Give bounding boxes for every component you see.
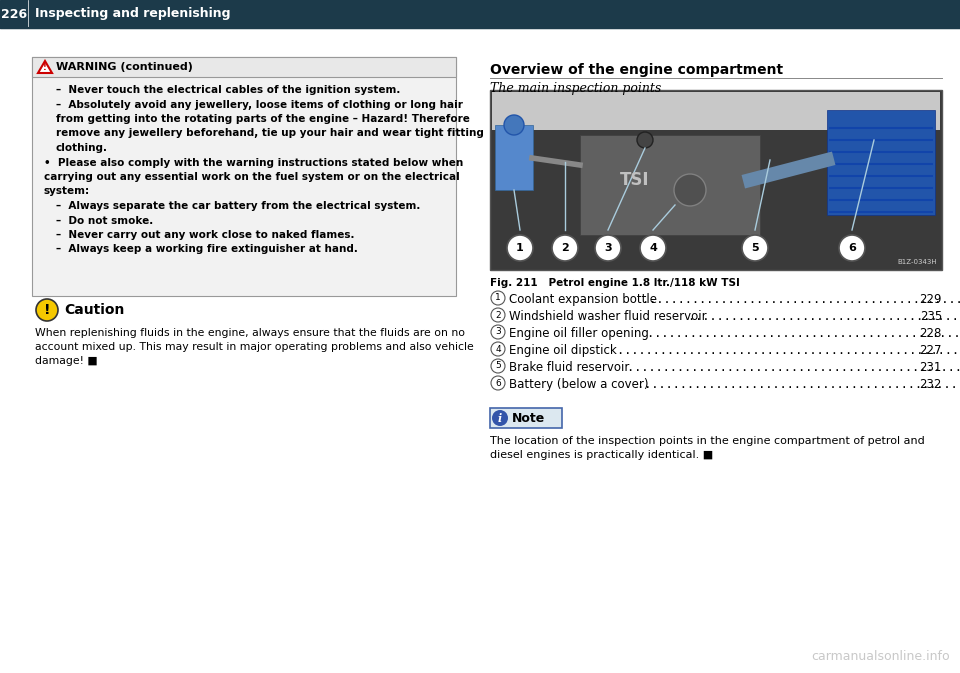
Text: 2: 2 — [562, 243, 569, 253]
Text: Fig. 211   Petrol engine 1.8 ltr./118 kW TSI: Fig. 211 Petrol engine 1.8 ltr./118 kW T… — [490, 278, 740, 288]
Circle shape — [491, 342, 505, 356]
Text: Inspecting and replenishing: Inspecting and replenishing — [35, 7, 230, 20]
Circle shape — [640, 235, 666, 261]
Text: B1Z-0343H: B1Z-0343H — [898, 259, 937, 265]
Text: 231: 231 — [920, 361, 942, 374]
Text: 6: 6 — [848, 243, 856, 253]
Text: ............................................................: ........................................… — [620, 361, 960, 374]
Text: –  Never touch the electrical cables of the ignition system.: – Never touch the electrical cables of t… — [56, 85, 400, 95]
Text: clothing.: clothing. — [56, 143, 108, 153]
Text: When replenishing fluids in the engine, always ensure that the fluids are on no: When replenishing fluids in the engine, … — [35, 328, 465, 338]
Circle shape — [742, 235, 768, 261]
Text: carrying out any essential work on the fuel system or on the electrical: carrying out any essential work on the f… — [44, 172, 460, 182]
Text: Windshield washer fluid reservoir: Windshield washer fluid reservoir — [509, 310, 707, 323]
Text: account mixed up. This may result in major operating problems and also vehicle: account mixed up. This may result in maj… — [35, 342, 473, 352]
Circle shape — [507, 235, 533, 261]
Text: Brake fluid reservoir: Brake fluid reservoir — [509, 361, 630, 374]
Circle shape — [36, 299, 58, 321]
Text: Coolant expansion bottle: Coolant expansion bottle — [509, 293, 657, 306]
Text: Note: Note — [512, 411, 545, 425]
Text: system:: system: — [44, 186, 90, 197]
Text: Engine oil dipstick: Engine oil dipstick — [509, 344, 616, 357]
Text: damage! ■: damage! ■ — [35, 356, 98, 366]
Text: 232: 232 — [920, 378, 942, 391]
Text: 228: 228 — [920, 327, 942, 340]
Text: The main inspection points: The main inspection points — [490, 82, 661, 95]
Polygon shape — [38, 61, 52, 73]
Circle shape — [491, 376, 505, 390]
Text: !: ! — [43, 63, 47, 73]
Text: Battery (below a cover): Battery (below a cover) — [509, 378, 649, 391]
Text: 229: 229 — [920, 293, 942, 306]
FancyBboxPatch shape — [495, 125, 533, 190]
Text: 227: 227 — [920, 344, 942, 357]
FancyBboxPatch shape — [490, 90, 942, 270]
FancyBboxPatch shape — [492, 92, 940, 130]
Text: from getting into the rotating parts of the engine – Hazard! Therefore: from getting into the rotating parts of … — [56, 114, 469, 124]
Text: carmanualsonline.info: carmanualsonline.info — [811, 650, 950, 663]
Text: 5: 5 — [495, 361, 501, 371]
Text: i: i — [498, 413, 502, 423]
Circle shape — [491, 308, 505, 322]
FancyBboxPatch shape — [490, 408, 562, 428]
Circle shape — [491, 291, 505, 305]
FancyBboxPatch shape — [827, 110, 935, 215]
Text: –  Never carry out any work close to naked flames.: – Never carry out any work close to nake… — [56, 230, 354, 240]
Text: Caution: Caution — [64, 303, 125, 317]
Text: 4: 4 — [495, 345, 501, 353]
Text: •  Please also comply with the warning instructions stated below when: • Please also comply with the warning in… — [44, 157, 464, 168]
Text: 6: 6 — [495, 378, 501, 388]
Circle shape — [491, 359, 505, 373]
Bar — [0, 0, 960, 28]
Circle shape — [491, 325, 505, 339]
Text: TSI: TSI — [620, 171, 650, 189]
Circle shape — [595, 235, 621, 261]
Text: !: ! — [44, 303, 50, 317]
Circle shape — [504, 115, 524, 135]
Text: ............................................................: ........................................… — [640, 327, 960, 340]
Circle shape — [492, 410, 508, 426]
Text: 4: 4 — [649, 243, 657, 253]
Text: –  Always separate the car battery from the electrical system.: – Always separate the car battery from t… — [56, 201, 420, 211]
Circle shape — [839, 235, 865, 261]
Text: –  Do not smoke.: – Do not smoke. — [56, 215, 154, 225]
Text: –  Always keep a working fire extinguisher at hand.: – Always keep a working fire extinguishe… — [56, 244, 358, 254]
Text: The location of the inspection points in the engine compartment of petrol and: The location of the inspection points in… — [490, 436, 924, 446]
Text: 3: 3 — [495, 328, 501, 336]
Text: ............................................................: ........................................… — [636, 293, 960, 306]
Circle shape — [674, 174, 706, 206]
Text: 235: 235 — [920, 310, 942, 323]
Circle shape — [552, 235, 578, 261]
Text: remove any jewellery beforehand, tie up your hair and wear tight fitting: remove any jewellery beforehand, tie up … — [56, 129, 484, 139]
Text: 2: 2 — [495, 310, 501, 320]
Text: 226: 226 — [1, 7, 27, 20]
Text: ............................................................: ........................................… — [610, 344, 960, 357]
Text: diesel engines is practically identical. ■: diesel engines is practically identical.… — [490, 450, 713, 460]
Text: 5: 5 — [751, 243, 758, 253]
Text: ............................................................: ........................................… — [682, 310, 960, 323]
Text: 1: 1 — [516, 243, 524, 253]
Text: 1: 1 — [495, 293, 501, 302]
FancyBboxPatch shape — [580, 135, 760, 235]
Text: 3: 3 — [604, 243, 612, 253]
Text: –  Absolutely avoid any jewellery, loose items of clothing or long hair: – Absolutely avoid any jewellery, loose … — [56, 100, 463, 110]
Text: Overview of the engine compartment: Overview of the engine compartment — [490, 63, 783, 77]
FancyBboxPatch shape — [32, 57, 456, 296]
Text: Engine oil filler opening: Engine oil filler opening — [509, 327, 649, 340]
FancyBboxPatch shape — [32, 57, 456, 77]
Circle shape — [637, 132, 653, 148]
Text: ............................................................: ........................................… — [631, 378, 960, 391]
Text: WARNING (continued): WARNING (continued) — [56, 62, 193, 72]
